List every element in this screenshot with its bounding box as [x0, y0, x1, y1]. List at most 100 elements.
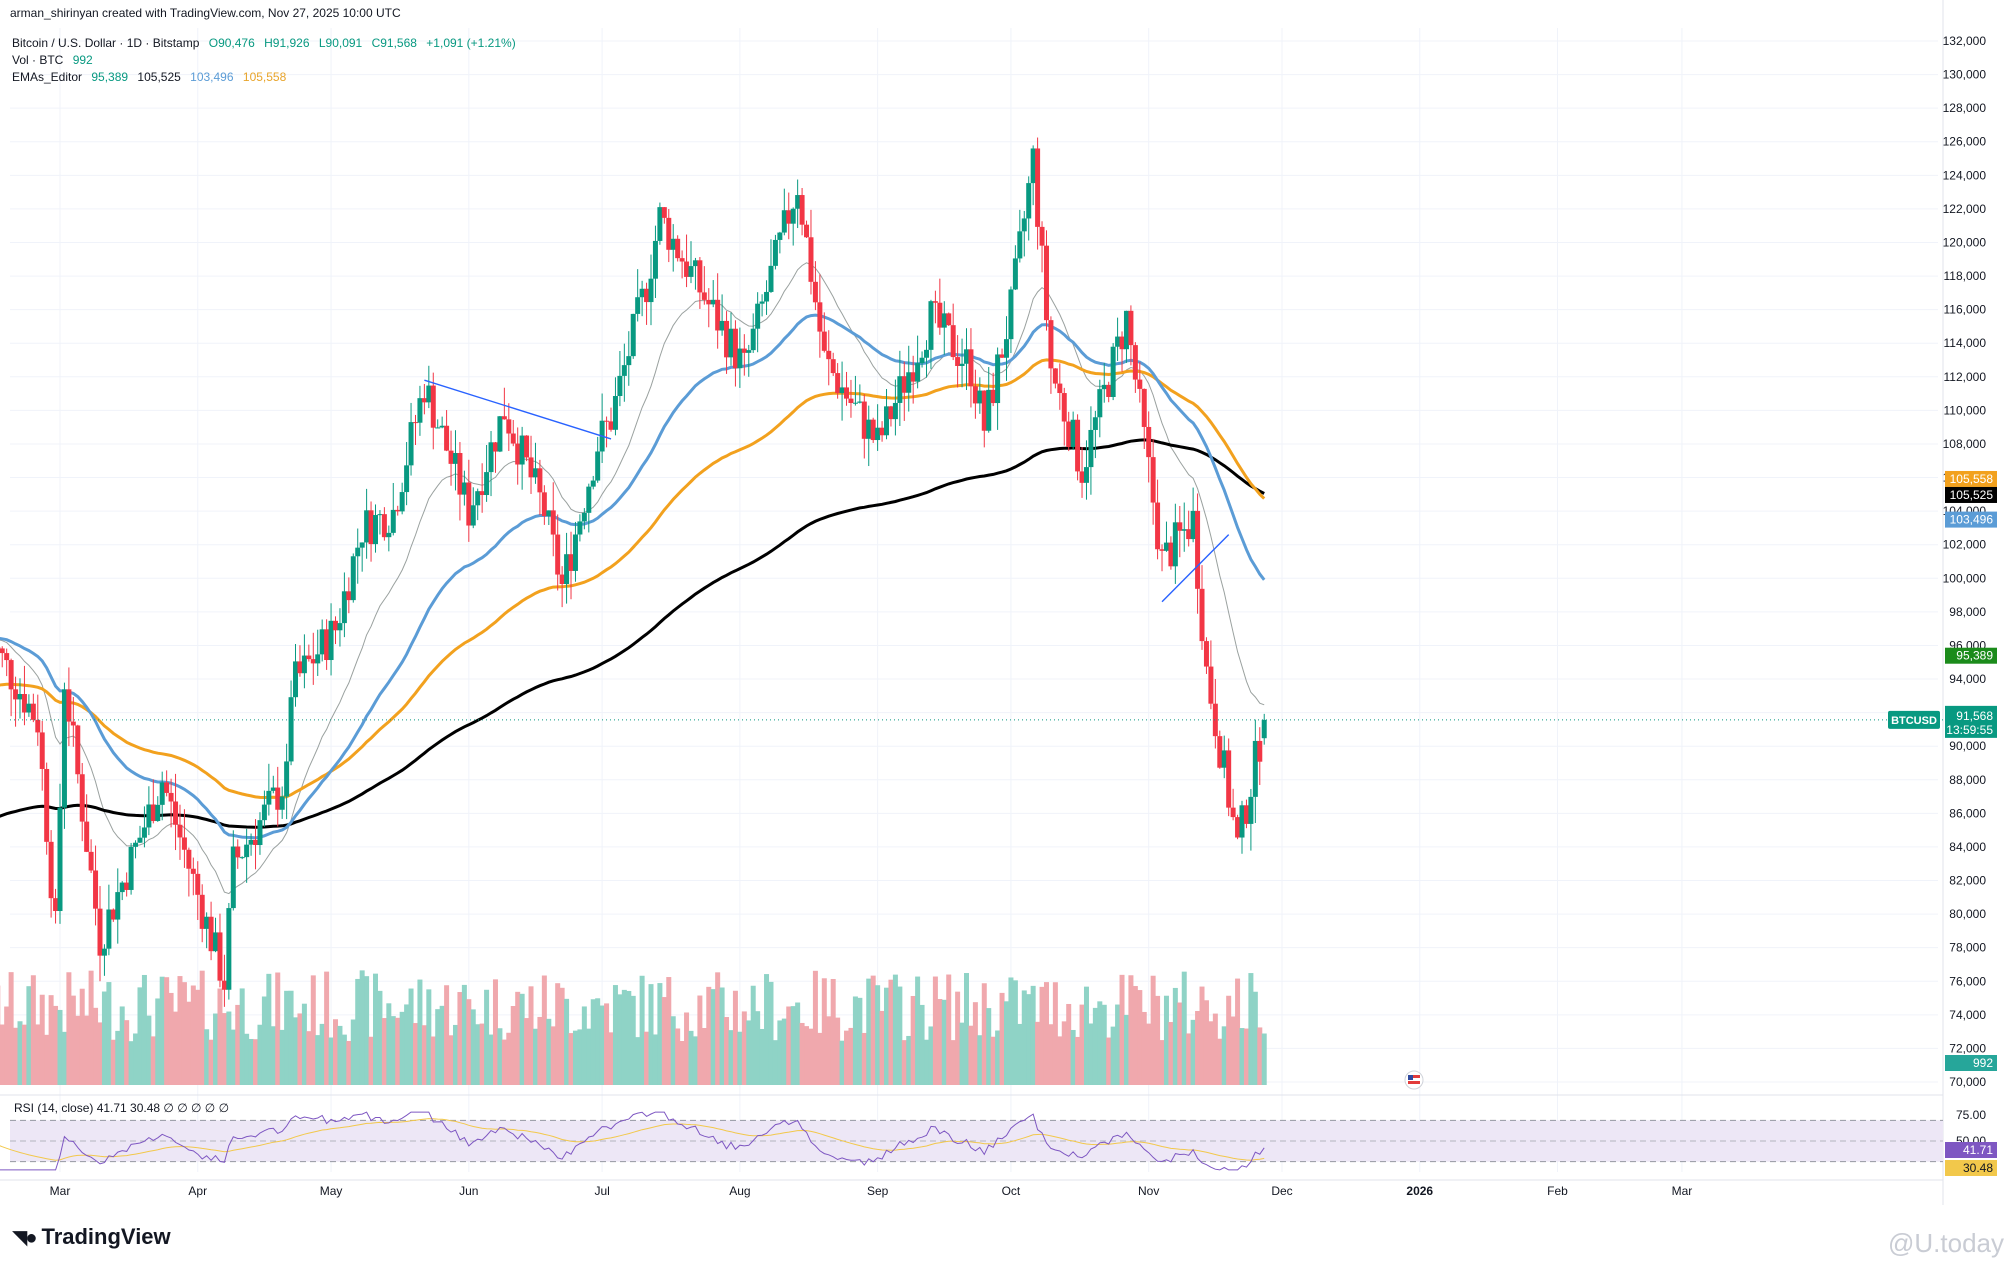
- volume-bar: [35, 1024, 41, 1085]
- volume-bar: [88, 970, 94, 1085]
- volume-bar: [777, 1020, 783, 1085]
- ema100-value: 105,558: [242, 70, 287, 84]
- volume-bar: [372, 973, 378, 1085]
- volume-bar: [1257, 1027, 1263, 1085]
- candle-body: [1097, 389, 1103, 418]
- volume-bar: [995, 1030, 1001, 1085]
- volume-bar: [1146, 1023, 1152, 1085]
- volume-bar: [337, 1025, 343, 1085]
- volume-bar: [457, 992, 463, 1085]
- volume-bar: [1177, 1002, 1183, 1085]
- candle-body: [1008, 289, 1014, 340]
- volume-bar: [1021, 990, 1027, 1085]
- price-label-bg: [1945, 511, 1997, 528]
- candle-body: [159, 782, 165, 805]
- candle-body: [506, 419, 512, 434]
- price-tick-label: 88,000: [1949, 773, 1986, 787]
- volume-bar: [61, 1031, 67, 1085]
- volume-bar: [288, 990, 294, 1085]
- flag-stripe: [1408, 1081, 1420, 1084]
- volume-bar: [328, 1037, 334, 1085]
- volume-bar: [21, 1024, 27, 1085]
- volume-bar: [217, 988, 223, 1085]
- candle-body: [799, 195, 805, 225]
- candle-body: [301, 655, 307, 674]
- volume-bar: [875, 985, 881, 1085]
- volume-bar: [101, 991, 107, 1085]
- volume-legend[interactable]: Vol · BTC 992: [12, 53, 99, 67]
- volume-bar: [1248, 973, 1254, 1085]
- price-tick-label: 100,000: [1943, 571, 1987, 585]
- volume-bar: [270, 1026, 276, 1085]
- candle-body: [235, 846, 241, 858]
- tradingview-logo[interactable]: ◥● TradingView: [12, 1224, 171, 1250]
- price-tick-label: 122,000: [1943, 202, 1987, 216]
- volume-bar: [199, 970, 205, 1085]
- candle-body: [1186, 529, 1192, 540]
- candle-body: [119, 882, 125, 893]
- volume-bar: [470, 1009, 476, 1085]
- volume-bar: [284, 990, 290, 1085]
- volume-bar: [1141, 1011, 1147, 1085]
- price-tick-label: 80,000: [1949, 907, 1986, 921]
- high-value: H91,926: [264, 36, 310, 50]
- close-value: C91,568: [371, 36, 417, 50]
- symbol-title: Bitcoin / U.S. Dollar · 1D · Bitstamp: [12, 36, 200, 50]
- volume-bar: [501, 1039, 507, 1085]
- candle-body: [555, 534, 561, 575]
- volume-bar: [1186, 1033, 1192, 1085]
- volume-bar: [928, 1026, 934, 1085]
- volume-bar: [1155, 995, 1161, 1085]
- candle-body: [1012, 258, 1018, 290]
- candle-body: [319, 629, 325, 655]
- candle-body: [328, 620, 334, 661]
- time-tick-label: Aug: [729, 1184, 750, 1198]
- volume-bar: [1150, 975, 1156, 1085]
- volume-bar: [1043, 982, 1049, 1085]
- volume-bar: [452, 1024, 458, 1085]
- candle-body: [221, 980, 227, 990]
- candle-body: [13, 689, 19, 700]
- candle-body: [524, 435, 530, 458]
- candle-body: [581, 512, 587, 522]
- candle-body: [728, 328, 734, 358]
- volume-bar: [1235, 978, 1241, 1085]
- volume-bar: [226, 1011, 232, 1085]
- candle-body: [630, 313, 636, 357]
- candle-body: [1248, 796, 1254, 824]
- candle-body: [715, 299, 721, 331]
- price-label-bg: [1945, 1160, 1997, 1176]
- candle-body: [444, 425, 450, 451]
- volume-bar: [919, 1004, 925, 1085]
- volume-bar: [732, 990, 738, 1085]
- volume-bar: [395, 1017, 401, 1085]
- volume-bar: [1190, 1019, 1196, 1085]
- volume-bar: [368, 1036, 374, 1085]
- price-tick-label: 118,000: [1944, 269, 1987, 283]
- price-tick-label: 108,000: [1943, 437, 1987, 451]
- price-tick-label: 84,000: [1949, 840, 1986, 854]
- candle-body: [657, 207, 663, 241]
- candle-body: [568, 554, 574, 571]
- utoday-watermark: @U.today: [1888, 1228, 2004, 1258]
- candle-body: [1221, 750, 1227, 768]
- volume-bar: [1083, 986, 1089, 1085]
- price-tick-label: 94,000: [1949, 672, 1986, 686]
- volume-bar: [1017, 1023, 1023, 1085]
- volume-bar: [515, 991, 521, 1085]
- symbol-legend[interactable]: Bitcoin / U.S. Dollar · 1D · Bitstamp O9…: [12, 36, 522, 50]
- price-label-bg: [1945, 647, 1997, 664]
- volume-bar: [648, 984, 654, 1085]
- candle-body: [448, 450, 454, 464]
- volume-bar: [75, 1015, 81, 1085]
- volume-bar: [790, 1006, 796, 1085]
- volume-bar: [1110, 1026, 1116, 1085]
- volume-bar: [279, 1029, 285, 1085]
- volume-bar: [1195, 1010, 1201, 1085]
- candle-body: [884, 406, 890, 436]
- volume-bar: [1212, 1013, 1218, 1085]
- volume-bar: [390, 1016, 396, 1085]
- ema-legend[interactable]: EMAs_Editor 95,389 105,525 103,496 105,5…: [12, 70, 292, 84]
- candle-body: [124, 882, 130, 890]
